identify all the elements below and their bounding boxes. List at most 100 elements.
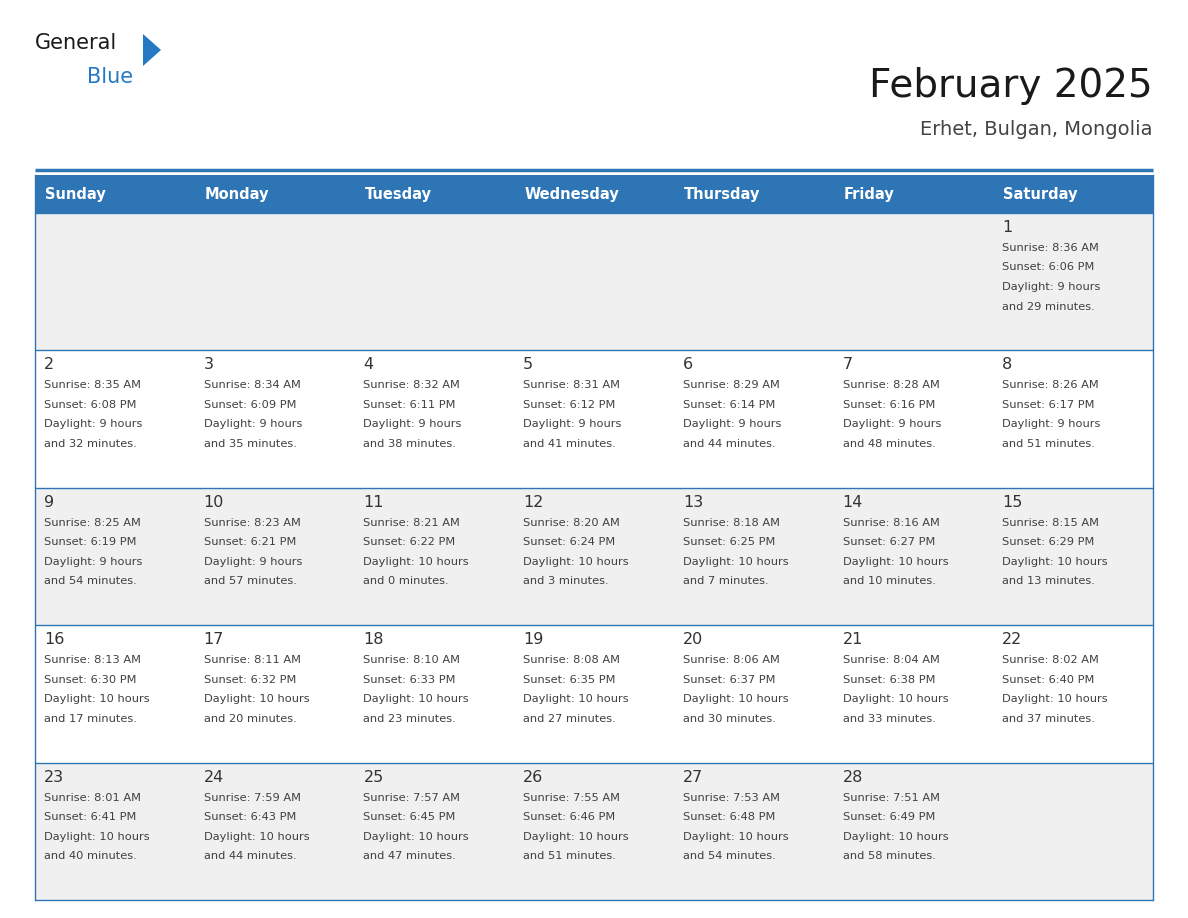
- Text: Sunset: 6:27 PM: Sunset: 6:27 PM: [842, 537, 935, 547]
- Text: and 44 minutes.: and 44 minutes.: [683, 439, 776, 449]
- Text: 27: 27: [683, 769, 703, 785]
- Text: Daylight: 9 hours: Daylight: 9 hours: [364, 420, 462, 430]
- Bar: [514, 351, 674, 487]
- Text: and 27 minutes.: and 27 minutes.: [523, 713, 615, 723]
- Text: 9: 9: [44, 495, 55, 509]
- Text: Monday: Monday: [204, 186, 270, 201]
- Text: and 17 minutes.: and 17 minutes.: [44, 713, 137, 723]
- Text: 22: 22: [1003, 633, 1023, 647]
- Text: 10: 10: [203, 495, 225, 509]
- Text: 15: 15: [1003, 495, 1023, 509]
- Bar: [834, 625, 993, 763]
- Text: and 48 minutes.: and 48 minutes.: [842, 439, 935, 449]
- Bar: [993, 487, 1154, 625]
- Text: Sunset: 6:41 PM: Sunset: 6:41 PM: [44, 812, 137, 823]
- Text: Daylight: 10 hours: Daylight: 10 hours: [364, 832, 469, 842]
- Text: 13: 13: [683, 495, 703, 509]
- Text: Sunset: 6:49 PM: Sunset: 6:49 PM: [842, 812, 935, 823]
- Text: and 54 minutes.: and 54 minutes.: [683, 851, 776, 861]
- Text: 21: 21: [842, 633, 862, 647]
- Text: Sunset: 6:21 PM: Sunset: 6:21 PM: [203, 537, 296, 547]
- Bar: [993, 213, 1154, 351]
- Text: Sunrise: 8:21 AM: Sunrise: 8:21 AM: [364, 518, 460, 528]
- Text: Sunrise: 8:34 AM: Sunrise: 8:34 AM: [203, 380, 301, 390]
- Text: and 20 minutes.: and 20 minutes.: [203, 713, 297, 723]
- Text: Sunset: 6:19 PM: Sunset: 6:19 PM: [44, 537, 137, 547]
- Bar: [514, 175, 674, 213]
- Text: and 51 minutes.: and 51 minutes.: [523, 851, 617, 861]
- Text: and 32 minutes.: and 32 minutes.: [44, 439, 137, 449]
- Bar: [514, 213, 674, 351]
- Text: Daylight: 10 hours: Daylight: 10 hours: [523, 557, 628, 566]
- Bar: [674, 763, 834, 900]
- Text: Daylight: 10 hours: Daylight: 10 hours: [44, 832, 150, 842]
- Text: Sunday: Sunday: [45, 186, 106, 201]
- Bar: [674, 625, 834, 763]
- Text: and 23 minutes.: and 23 minutes.: [364, 713, 456, 723]
- Bar: [674, 487, 834, 625]
- Text: and 38 minutes.: and 38 minutes.: [364, 439, 456, 449]
- Text: Daylight: 9 hours: Daylight: 9 hours: [203, 557, 302, 566]
- Text: and 35 minutes.: and 35 minutes.: [203, 439, 297, 449]
- Text: Sunrise: 7:53 AM: Sunrise: 7:53 AM: [683, 792, 779, 802]
- Text: Sunset: 6:29 PM: Sunset: 6:29 PM: [1003, 537, 1094, 547]
- Text: 19: 19: [523, 633, 544, 647]
- Text: Daylight: 10 hours: Daylight: 10 hours: [364, 557, 469, 566]
- Text: Sunset: 6:08 PM: Sunset: 6:08 PM: [44, 400, 137, 410]
- Text: Sunset: 6:35 PM: Sunset: 6:35 PM: [523, 675, 615, 685]
- Bar: [34, 763, 195, 900]
- Text: Sunset: 6:12 PM: Sunset: 6:12 PM: [523, 400, 615, 410]
- Text: Sunset: 6:25 PM: Sunset: 6:25 PM: [683, 537, 776, 547]
- Text: Daylight: 10 hours: Daylight: 10 hours: [842, 694, 948, 704]
- Text: and 13 minutes.: and 13 minutes.: [1003, 577, 1095, 587]
- Text: Daylight: 10 hours: Daylight: 10 hours: [523, 832, 628, 842]
- Text: Sunset: 6:46 PM: Sunset: 6:46 PM: [523, 812, 615, 823]
- Text: Sunset: 6:48 PM: Sunset: 6:48 PM: [683, 812, 776, 823]
- Text: 8: 8: [1003, 357, 1012, 373]
- Text: Sunset: 6:24 PM: Sunset: 6:24 PM: [523, 537, 615, 547]
- Text: and 7 minutes.: and 7 minutes.: [683, 577, 769, 587]
- Text: 6: 6: [683, 357, 693, 373]
- Text: and 37 minutes.: and 37 minutes.: [1003, 713, 1095, 723]
- Text: Daylight: 10 hours: Daylight: 10 hours: [203, 694, 309, 704]
- Text: 5: 5: [523, 357, 533, 373]
- Bar: [195, 351, 354, 487]
- Text: 3: 3: [203, 357, 214, 373]
- Bar: [993, 625, 1154, 763]
- Bar: [514, 487, 674, 625]
- Bar: [354, 213, 514, 351]
- Text: Sunrise: 8:16 AM: Sunrise: 8:16 AM: [842, 518, 940, 528]
- Text: General: General: [34, 33, 118, 53]
- Text: Sunrise: 8:26 AM: Sunrise: 8:26 AM: [1003, 380, 1099, 390]
- Text: and 33 minutes.: and 33 minutes.: [842, 713, 935, 723]
- Text: and 44 minutes.: and 44 minutes.: [203, 851, 296, 861]
- Bar: [834, 487, 993, 625]
- Text: Sunset: 6:38 PM: Sunset: 6:38 PM: [842, 675, 935, 685]
- Text: Sunset: 6:06 PM: Sunset: 6:06 PM: [1003, 263, 1094, 273]
- Text: Daylight: 9 hours: Daylight: 9 hours: [203, 420, 302, 430]
- Text: Sunrise: 8:13 AM: Sunrise: 8:13 AM: [44, 655, 141, 666]
- Text: and 0 minutes.: and 0 minutes.: [364, 577, 449, 587]
- Text: Sunrise: 8:31 AM: Sunrise: 8:31 AM: [523, 380, 620, 390]
- Text: 7: 7: [842, 357, 853, 373]
- Bar: [514, 763, 674, 900]
- Text: 14: 14: [842, 495, 862, 509]
- Text: and 30 minutes.: and 30 minutes.: [683, 713, 776, 723]
- Text: Sunrise: 8:20 AM: Sunrise: 8:20 AM: [523, 518, 620, 528]
- Bar: [354, 625, 514, 763]
- Text: Daylight: 9 hours: Daylight: 9 hours: [842, 420, 941, 430]
- Polygon shape: [143, 34, 162, 66]
- Text: and 58 minutes.: and 58 minutes.: [842, 851, 935, 861]
- Text: 28: 28: [842, 769, 862, 785]
- Text: Sunset: 6:37 PM: Sunset: 6:37 PM: [683, 675, 776, 685]
- Text: Sunrise: 8:10 AM: Sunrise: 8:10 AM: [364, 655, 461, 666]
- Text: Sunset: 6:33 PM: Sunset: 6:33 PM: [364, 675, 456, 685]
- Text: Sunrise: 7:55 AM: Sunrise: 7:55 AM: [523, 792, 620, 802]
- Text: Daylight: 10 hours: Daylight: 10 hours: [44, 694, 150, 704]
- Text: Daylight: 9 hours: Daylight: 9 hours: [44, 420, 143, 430]
- Bar: [514, 625, 674, 763]
- Text: and 3 minutes.: and 3 minutes.: [523, 577, 608, 587]
- Text: Sunset: 6:30 PM: Sunset: 6:30 PM: [44, 675, 137, 685]
- Text: Sunrise: 8:08 AM: Sunrise: 8:08 AM: [523, 655, 620, 666]
- Bar: [195, 175, 354, 213]
